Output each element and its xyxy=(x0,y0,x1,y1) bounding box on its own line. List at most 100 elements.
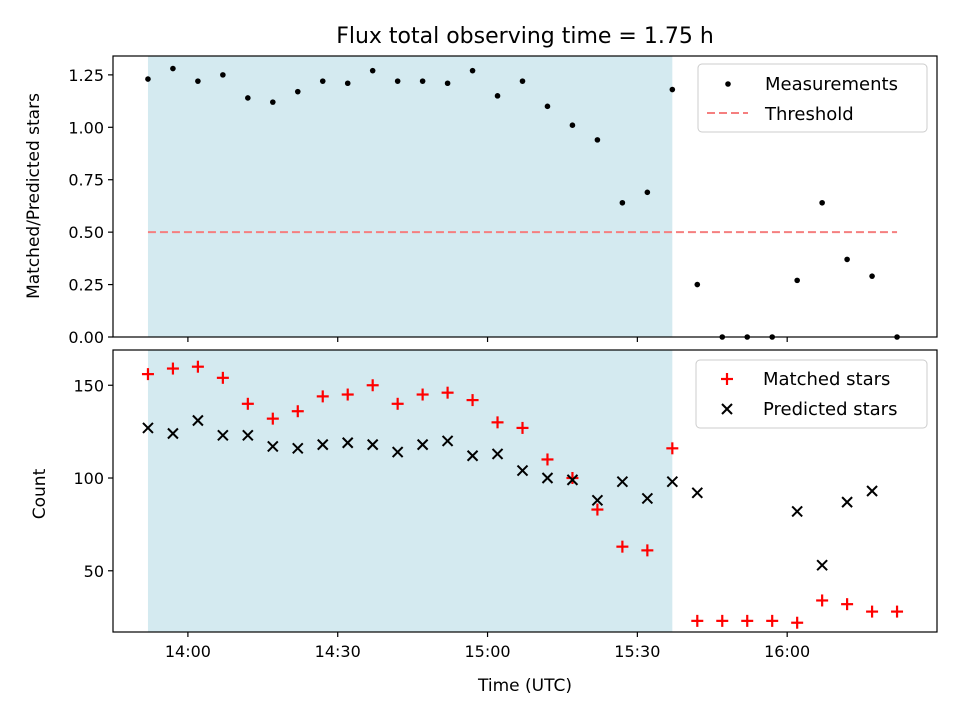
predicted-star-point xyxy=(791,505,803,518)
predicted-star-point xyxy=(491,448,504,460)
predicted-star-point xyxy=(317,438,329,451)
measurement-point xyxy=(245,95,251,101)
top-x-axis-ticks xyxy=(187,337,788,342)
y-tick-label: 1.25 xyxy=(68,66,104,85)
matched-star-point xyxy=(166,362,179,375)
matched-stars-legend-label: Matched stars xyxy=(763,369,890,390)
predicted-star-point xyxy=(242,429,254,442)
measurement-point xyxy=(419,78,426,84)
measurements-legend-label: Measurements xyxy=(765,74,898,95)
measurement-point xyxy=(170,65,176,72)
matched-star-point xyxy=(666,442,679,455)
top-plot-frame xyxy=(112,55,938,338)
y-tick-label: 0.00 xyxy=(68,328,104,347)
predicted-star-point xyxy=(391,446,404,458)
measurement-point xyxy=(369,67,376,74)
measurements-points xyxy=(145,65,900,340)
predicted-star-point xyxy=(366,438,379,451)
matched-star-point xyxy=(466,394,479,407)
y-tick-label: 50 xyxy=(84,562,104,581)
top-panel: 0.00 0.25 0.50 0.75 1.00 1.25 Matched/Predict… xyxy=(24,55,938,347)
predicted-star-point xyxy=(541,472,554,484)
matched-star-point xyxy=(441,386,454,399)
measurement-point xyxy=(819,199,825,206)
predicted-star-point xyxy=(566,474,579,486)
measurement-point xyxy=(294,88,301,95)
predicted-star-point xyxy=(192,414,204,427)
predicted-star-point xyxy=(167,427,179,440)
measurement-point xyxy=(220,72,226,78)
predicted-star-point xyxy=(816,559,828,571)
measurement-point xyxy=(270,99,276,105)
predicted-star-point xyxy=(641,492,654,505)
measurement-point xyxy=(594,137,601,143)
matched-star-point xyxy=(141,368,154,381)
predicted-stars-legend-marker xyxy=(721,403,733,415)
observing-window-shade xyxy=(147,350,673,632)
measurement-point xyxy=(444,80,451,87)
bottom-legend: Matched stars Predicted stars xyxy=(695,359,928,429)
measurement-point xyxy=(569,122,576,129)
matched-star-point xyxy=(616,540,629,553)
predicted-star-point xyxy=(217,429,229,442)
predicted-star-point xyxy=(866,485,878,497)
matched-star-point xyxy=(891,605,904,618)
matched-star-point xyxy=(241,397,254,410)
threshold-legend-label: Threshold xyxy=(764,104,854,125)
measurement-point xyxy=(544,103,551,110)
measurement-point xyxy=(494,93,501,99)
x-tick-label: 14:00 xyxy=(165,642,211,661)
predicted-star-point xyxy=(666,476,679,488)
predicted-star-point xyxy=(516,464,529,477)
predicted-star-point xyxy=(466,450,479,462)
matched-star-point xyxy=(841,598,854,611)
predicted-star-point xyxy=(616,476,629,488)
top-legend: Measurements Threshold xyxy=(697,63,928,133)
predicted-star-point xyxy=(441,435,454,447)
matched-star-point xyxy=(341,388,354,401)
bottom-y-axis-label: Count xyxy=(30,468,50,519)
matched-star-point xyxy=(591,503,604,516)
matched-star-point xyxy=(366,379,379,392)
measurement-point xyxy=(394,78,401,84)
matched-star-point xyxy=(541,453,554,466)
measurement-point xyxy=(319,78,326,84)
matched-star-point xyxy=(491,416,504,429)
x-tick-label: 14:30 xyxy=(315,642,361,661)
y-tick-label: 1.00 xyxy=(68,118,104,137)
matched-star-point xyxy=(291,405,304,418)
predicted-star-point xyxy=(142,422,154,434)
measurement-point xyxy=(669,86,676,93)
matched-star-point xyxy=(641,544,654,557)
y-tick-label: 150 xyxy=(73,376,104,395)
measurement-point xyxy=(519,78,526,84)
matched-star-point xyxy=(766,614,779,627)
chart-title: Flux total observing time = 1.75 h xyxy=(336,24,714,49)
matched-star-point xyxy=(791,616,804,629)
top-y-axis-ticks: 0.00 0.25 0.50 0.75 1.00 1.25 xyxy=(68,66,113,347)
measurement-point xyxy=(195,78,201,84)
matched-stars-legend-marker xyxy=(721,373,733,385)
measurement-point xyxy=(619,199,626,206)
measurement-point xyxy=(794,277,800,284)
matched-star-point xyxy=(191,360,204,373)
predicted-star-point xyxy=(841,496,853,508)
predicted-star-point xyxy=(691,487,703,499)
measurement-point xyxy=(644,189,651,196)
matched-star-point xyxy=(266,412,279,425)
predicted-star-point xyxy=(292,442,304,455)
measurement-point xyxy=(344,80,351,87)
observing-window-shade xyxy=(147,56,673,337)
matched-star-point xyxy=(516,421,529,434)
matched-star-point xyxy=(566,472,579,485)
x-tick-label: 16:00 xyxy=(764,642,810,661)
matched-star-point xyxy=(216,371,229,384)
bottom-plot-frame xyxy=(112,349,938,633)
bottom-legend-box xyxy=(695,359,928,429)
star-count-points xyxy=(141,360,904,629)
matched-star-point xyxy=(716,614,729,627)
matched-star-point xyxy=(316,390,329,403)
x-tick-label: 15:30 xyxy=(614,642,660,661)
matched-star-point xyxy=(391,397,404,410)
